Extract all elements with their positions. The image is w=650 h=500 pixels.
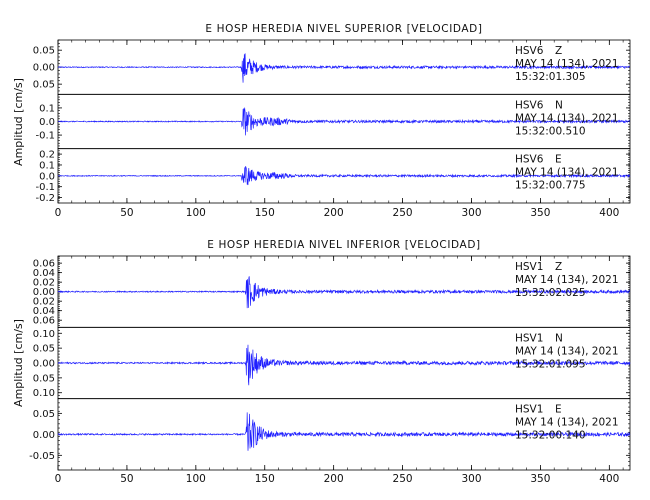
x-tick-label: 150: [255, 473, 275, 485]
x-tick-label: 0: [55, 473, 62, 485]
y-tick-label: 0.06: [33, 259, 55, 270]
y-tick-label: 0.10: [33, 388, 55, 399]
record-start-time: 15:32:00.510: [515, 125, 586, 137]
y-tick-label: 0.00: [33, 359, 55, 370]
seismic-trace-line: [57, 412, 631, 451]
y-tick-label: 0.05: [33, 373, 55, 384]
x-tick-label: 150: [255, 207, 275, 219]
record-start-time: 15:32:01.095: [515, 358, 586, 370]
x-tick-label: 100: [186, 207, 206, 219]
y-tick-label: 0.02: [33, 278, 55, 289]
y-tick-label: 0.1: [39, 103, 55, 114]
seismic-trace-line: [57, 53, 631, 83]
chart-panel-1: E HOSP HEREDIA NIVEL SUPERIOR [VELOCIDAD…: [12, 23, 631, 219]
component-code: N: [555, 99, 563, 111]
y-tick-label: 0.00: [33, 63, 55, 74]
record-date: MAY 14 (134), 2021: [515, 345, 619, 357]
component-code: Z: [555, 45, 562, 57]
x-tick-label: 200: [324, 473, 344, 485]
y-tick-label: 0.05: [33, 409, 55, 420]
record-start-time: 15:32:02.025: [515, 287, 586, 299]
y-tick-label: 0.04: [33, 268, 55, 279]
chart-panel-2: E HOSP HEREDIA NIVEL INFERIOR [VELOCIDAD…: [12, 239, 631, 485]
record-start-time: 15:32:01.305: [515, 71, 586, 83]
record-date: MAY 14 (134), 2021: [515, 112, 619, 124]
seismic-trace-line: [57, 106, 631, 136]
y-tick-label: 0.0: [39, 117, 55, 128]
seismic-trace-line: [57, 344, 631, 386]
y-tick-label: 0.05: [33, 46, 55, 57]
y-tick-label: 0.00: [33, 430, 55, 441]
component-code: E: [555, 404, 562, 416]
record-start-time: 15:32:00.140: [515, 430, 586, 442]
x-tick-label: 350: [530, 473, 550, 485]
station-code: HSV1: [515, 332, 543, 344]
x-tick-label: 200: [324, 207, 344, 219]
x-tick-label: 350: [530, 207, 550, 219]
component-code: E: [555, 154, 562, 166]
seismic-trace-line: [57, 166, 631, 186]
y-tick-label: -0.1: [35, 131, 55, 142]
y-tick-label: 0.05: [33, 80, 55, 91]
x-tick-label: 250: [393, 473, 413, 485]
component-code: Z: [555, 261, 562, 273]
y-tick-label: 0.05: [33, 344, 55, 355]
x-tick-label: 100: [186, 473, 206, 485]
y-tick-label: 0.1: [39, 160, 55, 171]
x-tick-label: 250: [393, 207, 413, 219]
record-date: MAY 14 (134), 2021: [515, 58, 619, 70]
station-code: HSV1: [515, 261, 543, 273]
record-date: MAY 14 (134), 2021: [515, 274, 619, 286]
station-code: HSV1: [515, 404, 543, 416]
y-axis-label: Amplitud [cm/s]: [12, 319, 25, 407]
x-tick-label: 50: [120, 207, 133, 219]
component-code: N: [555, 332, 563, 344]
x-tick-label: 300: [461, 473, 481, 485]
chart-title: E HOSP HEREDIA NIVEL INFERIOR [VELOCIDAD…: [207, 239, 480, 251]
station-code: HSV6: [515, 45, 544, 57]
x-tick-label: 50: [120, 473, 133, 485]
y-tick-label: 0.0: [39, 171, 55, 182]
y-tick-label: 0.02: [33, 297, 55, 308]
y-tick-label: 0.2: [39, 150, 55, 161]
y-axis-label: Amplitud [cm/s]: [12, 78, 25, 166]
record-start-time: 15:32:00.775: [515, 180, 586, 192]
y-tick-label: -0.2: [35, 193, 55, 204]
seismic-trace-line: [57, 276, 631, 309]
record-date: MAY 14 (134), 2021: [515, 417, 619, 429]
y-tick-label: -0.1: [35, 182, 55, 193]
y-tick-label: 0.06: [33, 316, 55, 327]
y-tick-label: 0.00: [33, 287, 55, 298]
station-code: HSV6: [515, 99, 544, 111]
x-tick-label: 300: [461, 207, 481, 219]
x-tick-label: 400: [599, 473, 619, 485]
x-tick-label: 0: [55, 207, 62, 219]
station-code: HSV6: [515, 154, 544, 166]
x-tick-label: 400: [599, 207, 619, 219]
y-tick-label: -0.05: [29, 451, 55, 462]
record-date: MAY 14 (134), 2021: [515, 167, 619, 179]
chart-title: E HOSP HEREDIA NIVEL SUPERIOR [VELOCIDAD…: [205, 23, 482, 35]
y-tick-label: 0.04: [33, 306, 55, 317]
y-tick-label: 0.10: [33, 329, 55, 340]
